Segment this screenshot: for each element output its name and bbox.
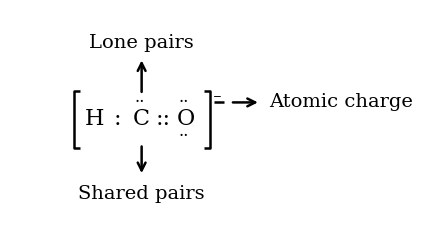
Text: ::: :: [155, 108, 170, 130]
Text: ··: ·· [179, 128, 189, 145]
Text: O: O [177, 108, 194, 130]
Text: Lone pairs: Lone pairs [89, 34, 194, 52]
Text: $^{-}$: $^{-}$ [212, 93, 222, 108]
Text: H: H [84, 108, 103, 130]
Text: ··: ·· [134, 94, 145, 111]
Text: :: : [114, 108, 121, 130]
Text: C: C [133, 108, 150, 130]
Text: ··: ·· [179, 94, 189, 111]
Text: Shared pairs: Shared pairs [78, 185, 205, 203]
Text: Atomic charge: Atomic charge [268, 93, 412, 111]
